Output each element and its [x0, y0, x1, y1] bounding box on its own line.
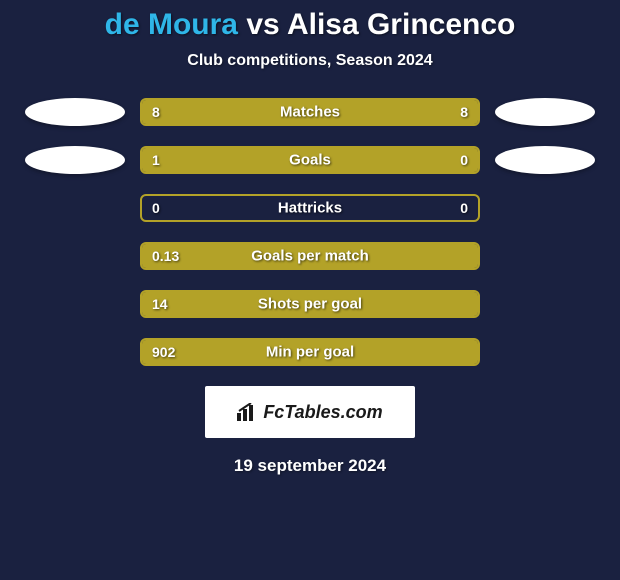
player-badge	[25, 98, 125, 126]
stat-bar: 1 0 Goals	[140, 146, 480, 174]
player-badge	[25, 146, 125, 174]
date: 19 september 2024	[0, 456, 620, 476]
left-badge-slot	[20, 146, 130, 174]
stat-bar: 0 0 Hattricks	[140, 194, 480, 222]
right-badge-slot	[490, 98, 600, 126]
stat-bar: 902 Min per goal	[140, 338, 480, 366]
stats-comparison: de Moura vs Alisa Grincenco Club competi…	[0, 0, 620, 476]
stat-bar: 0.13 Goals per match	[140, 242, 480, 270]
stat-row: 0 0 Hattricks	[0, 194, 620, 222]
logo-box: FcTables.com	[205, 386, 415, 438]
player-badge	[495, 146, 595, 174]
stat-value-right: 0	[460, 152, 468, 168]
page-title: de Moura vs Alisa Grincenco	[0, 8, 620, 42]
stat-label: Goals per match	[251, 248, 369, 265]
right-badge-slot	[490, 146, 600, 174]
stat-row: 0.13 Goals per match	[0, 242, 620, 270]
bar-fill-left	[142, 148, 401, 172]
stat-value-right: 8	[460, 104, 468, 120]
stat-row: 8 8 Matches	[0, 98, 620, 126]
player-badge	[495, 98, 595, 126]
subtitle: Club competitions, Season 2024	[0, 52, 620, 70]
stat-row: 1 0 Goals	[0, 146, 620, 174]
left-badge-slot	[20, 98, 130, 126]
player1-name: de Moura	[105, 8, 238, 41]
stat-bar: 8 8 Matches	[140, 98, 480, 126]
player2-name: Alisa Grincenco	[287, 8, 515, 41]
stat-row: 902 Min per goal	[0, 338, 620, 366]
stat-label: Goals	[289, 152, 331, 169]
chart-icon	[237, 403, 259, 421]
stat-label: Shots per goal	[258, 296, 362, 313]
stat-value-left: 0	[152, 200, 160, 216]
stat-label: Matches	[280, 104, 340, 121]
stat-value-left: 14	[152, 296, 168, 312]
stat-row: 14 Shots per goal	[0, 290, 620, 318]
stat-label: Hattricks	[278, 200, 342, 217]
logo: FcTables.com	[237, 402, 382, 423]
logo-text: FcTables.com	[263, 402, 382, 423]
stat-value-left: 8	[152, 104, 160, 120]
stat-rows: 8 8 Matches 1 0 Goals 0 0 Hattricks 0.13 Goals per…	[0, 98, 620, 366]
stat-label: Min per goal	[266, 344, 354, 361]
stat-value-right: 0	[460, 200, 468, 216]
vs-text: vs	[246, 8, 279, 41]
stat-value-left: 0.13	[152, 248, 179, 264]
stat-value-left: 1	[152, 152, 160, 168]
stat-bar: 14 Shots per goal	[140, 290, 480, 318]
stat-value-left: 902	[152, 344, 175, 360]
